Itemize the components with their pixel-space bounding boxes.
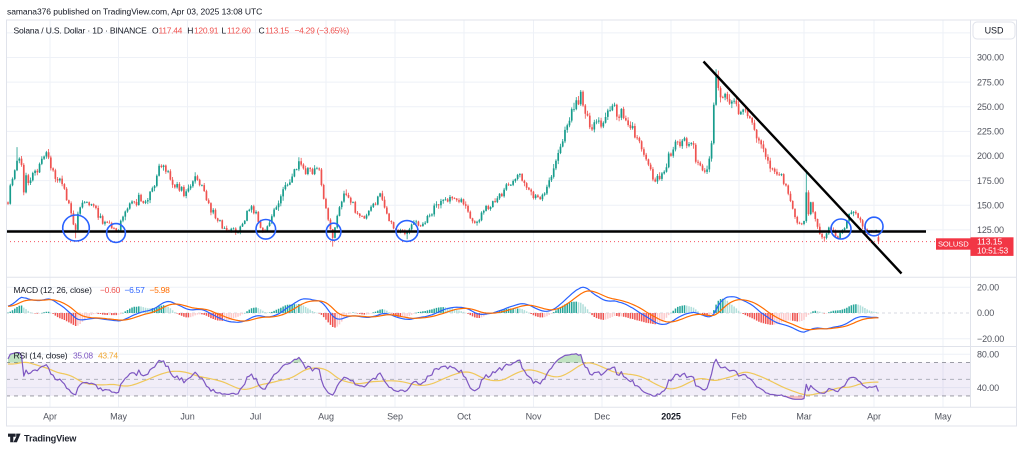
svg-text:Dec: Dec bbox=[594, 412, 610, 422]
svg-text:112.60: 112.60 bbox=[227, 26, 251, 36]
svg-text:Mar: Mar bbox=[796, 412, 811, 422]
svg-text:Nov: Nov bbox=[526, 412, 542, 422]
svg-text:RSI (14, close): RSI (14, close) bbox=[14, 351, 68, 361]
svg-text:2025: 2025 bbox=[661, 412, 681, 422]
svg-text:−5.98: −5.98 bbox=[150, 285, 171, 295]
svg-text:80.00: 80.00 bbox=[977, 350, 999, 360]
svg-text:Feb: Feb bbox=[731, 412, 746, 422]
svg-text:Apr: Apr bbox=[867, 412, 881, 422]
svg-text:125.00: 125.00 bbox=[977, 225, 1004, 235]
svg-text:O: O bbox=[152, 26, 159, 36]
svg-text:0.00: 0.00 bbox=[977, 308, 994, 318]
svg-text:150.00: 150.00 bbox=[977, 200, 1004, 210]
svg-text:May: May bbox=[110, 412, 127, 422]
svg-text:Oct: Oct bbox=[457, 412, 471, 422]
svg-text:275.00: 275.00 bbox=[977, 77, 1004, 87]
svg-text:samana376 published on Trading: samana376 published on TradingView.com, … bbox=[7, 7, 262, 17]
svg-text:10:51:53: 10:51:53 bbox=[977, 246, 1009, 255]
svg-text:MACD (12, 26, close): MACD (12, 26, close) bbox=[14, 285, 93, 295]
svg-text:200.00: 200.00 bbox=[977, 151, 1004, 161]
svg-text:113.15: 113.15 bbox=[977, 237, 1002, 247]
svg-text:Solana / U.S. Dollar · 1D · BI: Solana / U.S. Dollar · 1D · BINANCE bbox=[14, 26, 148, 36]
svg-text:Jul: Jul bbox=[250, 412, 261, 422]
svg-text:35.08: 35.08 bbox=[73, 351, 93, 361]
svg-text:113.15: 113.15 bbox=[265, 26, 289, 36]
svg-text:Jun: Jun bbox=[180, 412, 194, 422]
svg-text:40.00: 40.00 bbox=[977, 383, 999, 393]
svg-text:−6.57: −6.57 bbox=[125, 285, 146, 295]
svg-text:USD: USD bbox=[985, 26, 1004, 36]
svg-text:175.00: 175.00 bbox=[977, 176, 1004, 186]
svg-text:Sep: Sep bbox=[387, 412, 403, 422]
svg-text:−0.60: −0.60 bbox=[100, 285, 121, 295]
svg-text:SOLUSD: SOLUSD bbox=[938, 240, 969, 249]
svg-text:300.00: 300.00 bbox=[977, 53, 1004, 63]
svg-text:−4.29 (−3.65%): −4.29 (−3.65%) bbox=[295, 26, 350, 36]
svg-text:L: L bbox=[222, 26, 227, 36]
svg-text:Aug: Aug bbox=[318, 412, 334, 422]
svg-text:Apr: Apr bbox=[43, 412, 57, 422]
svg-text:225.00: 225.00 bbox=[977, 127, 1004, 137]
svg-text:43.74: 43.74 bbox=[98, 351, 118, 361]
svg-text:TradingView: TradingView bbox=[24, 433, 77, 443]
svg-text:−20.00: −20.00 bbox=[977, 334, 1004, 344]
svg-text:20.00: 20.00 bbox=[977, 283, 999, 293]
svg-text:C: C bbox=[259, 26, 265, 36]
svg-text:May: May bbox=[935, 412, 952, 422]
svg-text:117.44: 117.44 bbox=[159, 26, 183, 36]
svg-text:250.00: 250.00 bbox=[977, 102, 1004, 112]
svg-text:120.91: 120.91 bbox=[194, 26, 219, 36]
svg-text:H: H bbox=[187, 26, 193, 36]
